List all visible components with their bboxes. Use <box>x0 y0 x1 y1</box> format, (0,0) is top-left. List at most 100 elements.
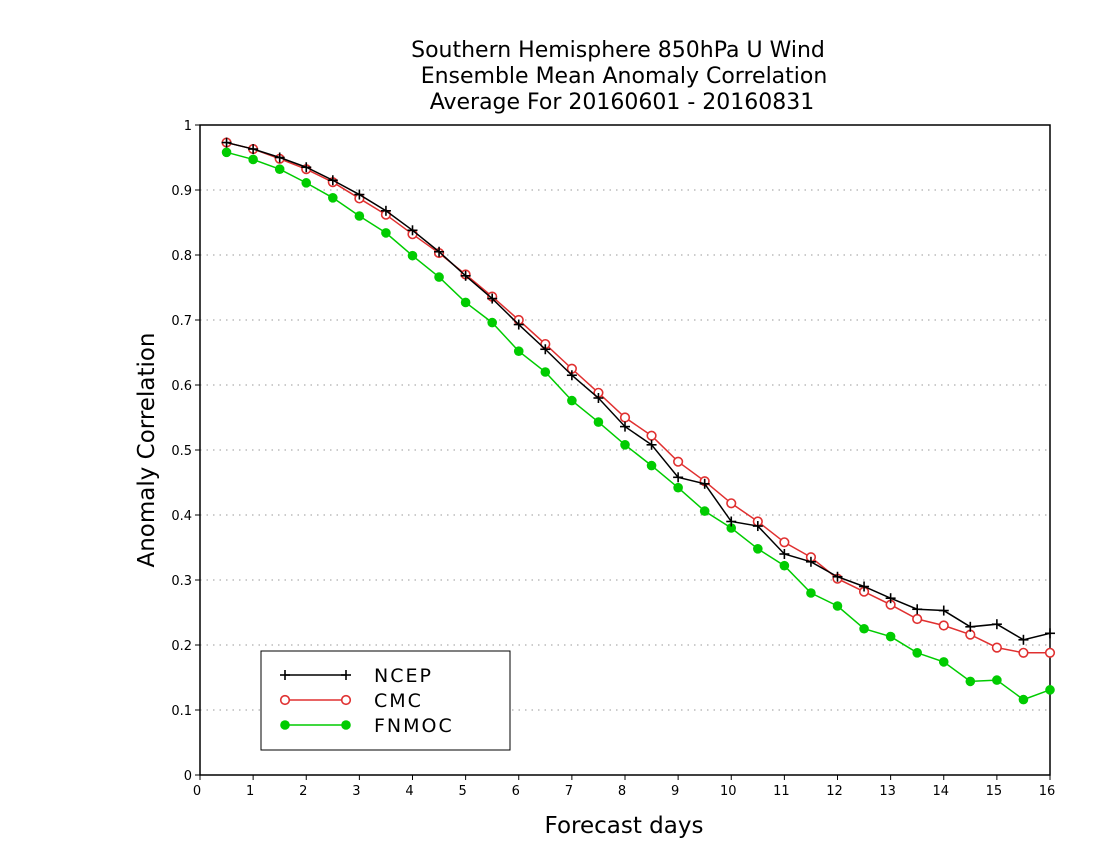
x-axis-label: Forecast days <box>545 813 704 839</box>
x-tick-label-6: 6 <box>512 784 520 799</box>
y-tick-label-9: 0.9 <box>171 184 192 199</box>
point-ncep-2 <box>274 152 285 163</box>
legend-marker-cmc-end <box>340 694 352 706</box>
point-ncep-16 <box>646 439 657 450</box>
point-fnmoc-14 <box>593 417 604 427</box>
y-axis-label: Anomaly Correlation <box>134 332 160 567</box>
x-tick-label-13: 13 <box>879 784 896 799</box>
point-cmc-26 <box>912 613 923 625</box>
title-line-3: Average For 20160601 - 20160831 <box>430 90 815 115</box>
point-fnmoc-0 <box>221 147 232 158</box>
point-fnmoc-27 <box>938 657 949 667</box>
point-fnmoc-12 <box>540 367 551 377</box>
legend-marker-fnmoc-end <box>341 720 351 730</box>
series-cmc-line <box>226 141 1050 654</box>
point-cmc-16 <box>646 430 657 441</box>
series-fnmoc <box>221 147 1055 705</box>
series-fnmoc-line <box>226 151 1051 701</box>
point-fnmoc-31 <box>1045 685 1055 695</box>
point-fnmoc-4 <box>328 193 338 203</box>
point-fnmoc-23 <box>832 601 843 611</box>
series-ncep <box>221 137 1055 645</box>
point-fnmoc-17 <box>673 482 683 493</box>
x-tick-label-2: 2 <box>299 784 307 799</box>
point-fnmoc-26 <box>912 648 922 658</box>
legend-label-cmc: CMC <box>374 690 423 712</box>
point-ncep-15 <box>620 421 630 432</box>
point-fnmoc-6 <box>381 228 391 238</box>
legend-marker-ncep-end <box>341 670 351 680</box>
point-ncep-27 <box>938 605 949 616</box>
legend-label-fnmoc: FNMOC <box>374 715 454 737</box>
point-fnmoc-16 <box>646 460 657 471</box>
y-tick-label-10: 1 <box>184 119 192 134</box>
point-fnmoc-30 <box>1018 694 1029 705</box>
point-ncep-25 <box>885 593 896 604</box>
x-tick-label-10: 10 <box>720 784 737 799</box>
series <box>221 137 1056 705</box>
point-ncep-8 <box>434 246 445 257</box>
point-fnmoc-10 <box>487 317 497 328</box>
series-ncep-line <box>226 141 1051 641</box>
point-ncep-14 <box>593 393 604 403</box>
series-cmc <box>221 137 1056 658</box>
point-cmc-31 <box>1044 647 1056 658</box>
x-tick-label-9: 9 <box>671 784 679 799</box>
x-tick-label-8: 8 <box>618 784 626 799</box>
point-ncep-1 <box>248 144 259 155</box>
point-fnmoc-21 <box>779 560 790 571</box>
point-ncep-23 <box>832 571 843 582</box>
legend: NCEP CMC FNMOC <box>260 650 511 751</box>
point-ncep-6 <box>380 205 391 216</box>
point-ncep-29 <box>991 619 1002 630</box>
point-ncep-19 <box>726 516 737 527</box>
point-ncep-18 <box>699 478 710 489</box>
point-ncep-13 <box>566 370 577 381</box>
point-fnmoc-28 <box>965 676 976 687</box>
x-tick-label-14: 14 <box>932 784 949 799</box>
x-tick-label-15: 15 <box>986 784 1003 799</box>
point-fnmoc-9 <box>460 297 471 308</box>
grid <box>200 189 1050 711</box>
point-fnmoc-7 <box>407 250 418 261</box>
y-tick-label-6: 0.6 <box>171 379 192 394</box>
point-ncep-24 <box>859 581 870 592</box>
point-ncep-7 <box>407 225 418 236</box>
point-ncep-4 <box>327 175 338 186</box>
point-fnmoc-11 <box>513 346 524 357</box>
point-ncep-31 <box>1045 628 1055 639</box>
point-ncep-26 <box>912 604 923 615</box>
x-tick-label-7: 7 <box>565 784 573 799</box>
point-ncep-3 <box>301 162 312 173</box>
point-ncep-5 <box>354 189 365 200</box>
y-tick-label-7: 0.7 <box>171 314 192 329</box>
point-cmc-29 <box>991 642 1002 653</box>
point-ncep-0 <box>221 137 232 148</box>
point-ncep-30 <box>1018 634 1029 645</box>
legend-marker-cmc-start <box>279 694 291 706</box>
point-cmc-21 <box>779 537 790 548</box>
point-fnmoc-24 <box>859 623 869 634</box>
point-ncep-17 <box>673 472 684 483</box>
x-tick-label-1: 1 <box>246 784 254 799</box>
title-line-1: Southern Hemisphere 850hPa U Wind <box>411 38 825 63</box>
x-tick-label-0: 0 <box>193 784 201 799</box>
point-cmc-27 <box>938 620 949 631</box>
point-fnmoc-25 <box>885 631 896 642</box>
x-tick-label-3: 3 <box>352 784 360 799</box>
title-line-2: Ensemble Mean Anomaly Correlation <box>421 64 828 89</box>
point-fnmoc-20 <box>753 544 763 554</box>
point-fnmoc-19 <box>726 523 737 533</box>
legend-label-ncep: NCEP <box>374 665 433 687</box>
point-ncep-10 <box>487 293 498 304</box>
point-ncep-20 <box>752 521 763 532</box>
legend-marker-fnmoc-start <box>280 720 290 730</box>
point-cmc-19 <box>726 498 737 509</box>
point-fnmoc-1 <box>248 154 258 165</box>
x-tick-label-16: 16 <box>1039 784 1056 799</box>
point-fnmoc-8 <box>434 272 444 282</box>
y-tick-label-3: 0.3 <box>171 574 192 589</box>
point-ncep-9 <box>460 270 471 281</box>
point-fnmoc-18 <box>699 506 710 516</box>
